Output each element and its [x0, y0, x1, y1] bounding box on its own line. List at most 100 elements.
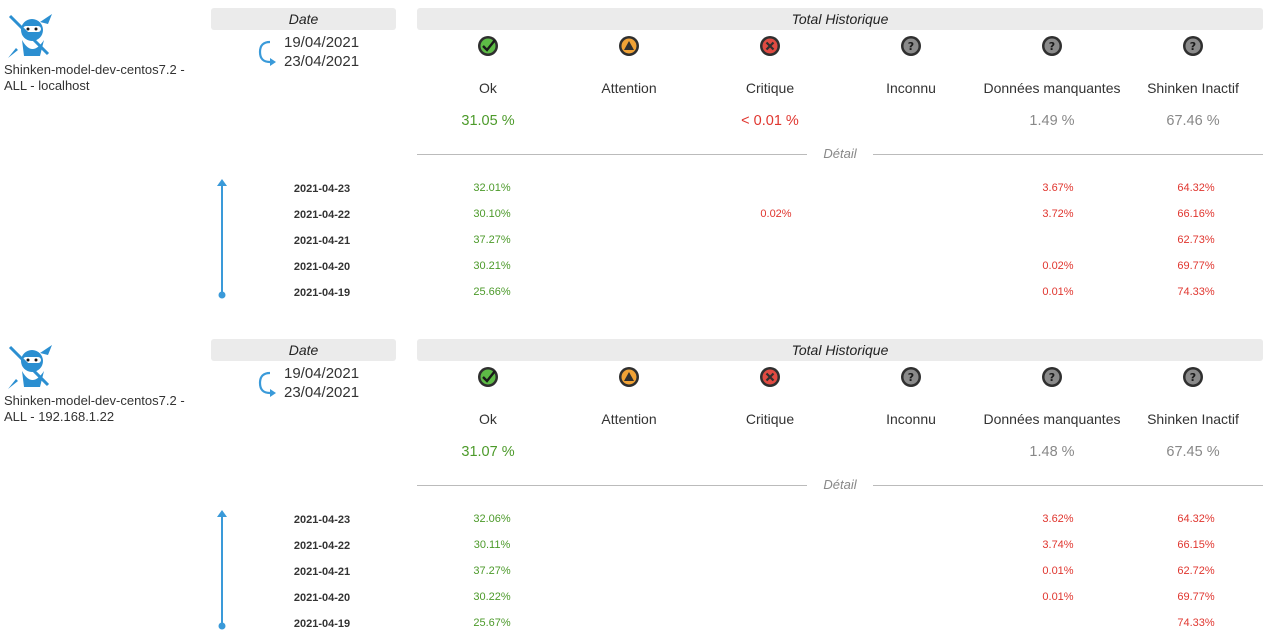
cell-donnees-manquantes: 3.74% — [1042, 539, 1074, 551]
label-critique: Critique — [745, 411, 795, 427]
table-row: 2021-04-22 30.11% 3.74% 66.15% — [0, 533, 1267, 559]
total-ok: 31.05 % — [461, 113, 515, 129]
cell-ok: 30.10% — [473, 208, 511, 220]
label-donnees-manquantes: Données manquantes — [983, 80, 1121, 96]
table-row: 2021-04-20 30.22% 0.01% 69.77% — [0, 585, 1267, 611]
row-date: 2021-04-22 — [293, 209, 351, 221]
cell-ok: 30.21% — [473, 260, 511, 272]
table-row: 2021-04-20 30.21% 0.02% 69.77% — [0, 254, 1267, 280]
cell-donnees-manquantes: 3.62% — [1042, 513, 1074, 525]
row-date: 2021-04-22 — [293, 540, 351, 552]
timeline-arrow-icon — [217, 179, 227, 299]
cell-shinken-inactif: 69.77% — [1177, 591, 1215, 603]
cell-shinken-inactif: 74.33% — [1177, 617, 1215, 629]
date-from: 19/04/2021 — [284, 365, 360, 382]
cell-shinken-inactif: 74.33% — [1177, 286, 1215, 298]
unknown-question-icon: ? — [901, 36, 921, 56]
timeline-arrow-icon — [217, 510, 227, 630]
cell-ok: 32.01% — [473, 182, 511, 194]
svg-text:?: ? — [1049, 40, 1055, 53]
label-ok: Ok — [479, 80, 497, 96]
label-shinken-inactif: Shinken Inactif — [1147, 411, 1239, 427]
row-date: 2021-04-23 — [293, 514, 351, 526]
cell-critique: 0.02% — [760, 208, 792, 220]
table-row: 2021-04-21 37.27% 62.73% — [0, 228, 1267, 254]
date-header: Date — [211, 8, 396, 30]
shinken-inactive-question-icon: ? — [1183, 36, 1203, 56]
ok-check-icon — [478, 367, 498, 387]
table-row: 2021-04-19 25.67% 74.33% — [0, 611, 1267, 637]
detail-label: Détail — [823, 477, 857, 492]
divider — [417, 154, 807, 155]
date-range-arrow-icon — [258, 371, 276, 397]
table-row: 2021-04-23 32.01% 3.67% 64.32% — [0, 176, 1267, 202]
row-date: 2021-04-19 — [293, 618, 351, 630]
cell-shinken-inactif: 66.15% — [1177, 539, 1215, 551]
date-header: Date — [211, 339, 396, 361]
total-history-header: Total Historique — [417, 339, 1263, 361]
warning-triangle-icon — [619, 36, 639, 56]
row-date: 2021-04-23 — [293, 183, 351, 195]
svg-text:?: ? — [1049, 371, 1055, 384]
host-name-line-2: ALL - localhost — [4, 78, 90, 93]
warning-triangle-icon — [619, 367, 639, 387]
cell-shinken-inactif: 64.32% — [1177, 513, 1215, 525]
cell-ok: 30.22% — [473, 591, 511, 603]
row-date: 2021-04-19 — [293, 287, 351, 299]
cell-ok: 37.27% — [473, 565, 511, 577]
detail-label: Détail — [823, 146, 857, 161]
svg-text:?: ? — [908, 371, 914, 384]
cell-shinken-inactif: 66.16% — [1177, 208, 1215, 220]
missing-data-question-icon: ? — [1042, 367, 1062, 387]
label-attention: Attention — [601, 80, 657, 96]
row-date: 2021-04-21 — [293, 566, 351, 578]
total-donnees-manquantes: 1.48 % — [1029, 444, 1075, 460]
critical-x-icon — [760, 367, 780, 387]
cell-shinken-inactif: 62.73% — [1177, 234, 1215, 246]
critical-x-icon — [760, 36, 780, 56]
date-to: 23/04/2021 — [284, 384, 360, 401]
table-row: 2021-04-21 37.27% 0.01% 62.72% — [0, 559, 1267, 585]
host-block: Shinken-model-dev-centos7.2 - ALL - loca… — [0, 8, 1267, 306]
cell-ok: 37.27% — [473, 234, 511, 246]
label-inconnu: Inconnu — [886, 411, 936, 427]
label-attention: Attention — [601, 411, 657, 427]
row-date: 2021-04-20 — [293, 592, 351, 604]
total-shinken-inactif: 67.46 % — [1166, 113, 1220, 129]
label-ok: Ok — [479, 411, 497, 427]
shinken-inactive-question-icon: ? — [1183, 367, 1203, 387]
cell-ok: 32.06% — [473, 513, 511, 525]
host-name-line-1: Shinken-model-dev-centos7.2 - — [4, 62, 185, 77]
cell-shinken-inactif: 64.32% — [1177, 182, 1215, 194]
total-ok: 31.07 % — [461, 444, 515, 460]
label-donnees-manquantes: Données manquantes — [983, 411, 1121, 427]
cell-donnees-manquantes: 0.01% — [1042, 565, 1074, 577]
divider — [873, 154, 1263, 155]
date-to: 23/04/2021 — [284, 53, 360, 70]
cell-shinken-inactif: 69.77% — [1177, 260, 1215, 272]
cell-donnees-manquantes: 0.01% — [1042, 286, 1074, 298]
row-date: 2021-04-20 — [293, 261, 351, 273]
shinken-ninja-logo-icon — [8, 345, 52, 389]
ok-check-icon — [478, 36, 498, 56]
host-name: Shinken-model-dev-centos7.2 - ALL - 192.… — [4, 393, 204, 425]
cell-shinken-inactif: 62.72% — [1177, 565, 1215, 577]
total-critique: < 0.01 % — [741, 113, 799, 129]
cell-donnees-manquantes: 0.01% — [1042, 591, 1074, 603]
divider — [873, 485, 1263, 486]
svg-text:?: ? — [1190, 371, 1196, 384]
table-row: 2021-04-19 25.66% 0.01% 74.33% — [0, 280, 1267, 306]
host-name-line-1: Shinken-model-dev-centos7.2 - — [4, 393, 185, 408]
label-critique: Critique — [745, 80, 795, 96]
total-history-header: Total Historique — [417, 8, 1263, 30]
total-donnees-manquantes: 1.49 % — [1029, 113, 1075, 129]
table-row: 2021-04-23 32.06% 3.62% 64.32% — [0, 507, 1267, 533]
label-shinken-inactif: Shinken Inactif — [1147, 80, 1239, 96]
row-date: 2021-04-21 — [293, 235, 351, 247]
date-range-arrow-icon — [258, 40, 276, 66]
cell-ok: 25.67% — [473, 617, 511, 629]
divider — [417, 485, 807, 486]
shinken-ninja-logo-icon — [8, 14, 52, 58]
host-block: Shinken-model-dev-centos7.2 - ALL - 192.… — [0, 331, 1267, 631]
total-shinken-inactif: 67.45 % — [1166, 444, 1220, 460]
